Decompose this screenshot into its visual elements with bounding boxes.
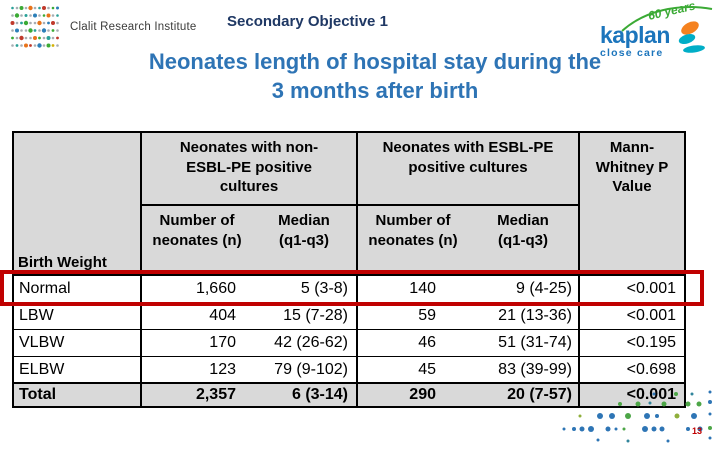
clalit-logo: Clalit Research Institute	[10, 5, 196, 49]
g2-median-cell: 83 (39-99)	[468, 357, 580, 384]
g2-n-cell: 59	[358, 303, 468, 330]
g1-n-cell: 404	[142, 303, 252, 330]
pvalue-cell: <0.698	[580, 357, 684, 384]
slide-title-line1: Neonates length of hospital stay during …	[148, 49, 602, 74]
g2-median-cell: 21 (13-36)	[468, 303, 580, 330]
footer-dots-decoration	[562, 390, 712, 443]
clalit-dots-icon	[10, 5, 59, 48]
g2-median-cell: 9 (4-25)	[468, 276, 580, 303]
g1-median-cell: 42 (26-62)	[252, 330, 358, 357]
kaplan-arc	[621, 6, 713, 32]
row-label-cell: Normal	[14, 276, 142, 303]
kaplan-logo: 60 years kaplan close care	[600, 1, 713, 59]
group2-median-subheader-cell: Median (q1-q3)	[468, 206, 580, 276]
pvalue-cell: <0.001	[580, 303, 684, 330]
slide-title-line2: 3 months after birth	[271, 78, 479, 103]
group2-n-subheader-cell: Number of neonates (n)	[358, 206, 468, 276]
group2-header-cell: Neonates with ESBL-PE positive cultures	[358, 133, 580, 206]
slide-title: Neonates length of hospital stay during …	[45, 47, 705, 105]
g1-n-cell: 123	[142, 357, 252, 384]
total-g1-n-cell: 2,357	[142, 384, 252, 406]
row-label-cell: LBW	[14, 303, 142, 330]
results-table: Birth Weight Neonates with non-ESBL-PE p…	[12, 131, 686, 408]
g1-median-cell: 79 (9-102)	[252, 357, 358, 384]
objective-label: Secondary Objective 1	[227, 13, 388, 30]
total-g2-n-cell: 290	[358, 384, 468, 406]
total-label-cell: Total	[14, 384, 142, 406]
group1-header-cell: Neonates with non-ESBL-PE positive cultu…	[142, 133, 358, 206]
row-label-cell: ELBW	[14, 357, 142, 384]
total-g1-median-cell: 6 (3-14)	[252, 384, 358, 406]
kaplan-teal-swoosh-1	[678, 33, 696, 45]
g1-n-cell: 1,660	[142, 276, 252, 303]
kaplan-tagline-text: close care	[600, 47, 663, 59]
pvalue-header-cell: Mann-Whitney P Value	[580, 133, 684, 276]
total-pvalue-cell: <0.001	[580, 384, 684, 406]
group1-median-subheader-cell: Median (q1-q3)	[252, 206, 358, 276]
kaplan-teal-swoosh-2	[683, 45, 705, 53]
g2-median-cell: 51 (31-74)	[468, 330, 580, 357]
g2-n-cell: 46	[358, 330, 468, 357]
group1-n-subheader-cell: Number of neonates (n)	[142, 206, 252, 276]
g2-n-cell: 45	[358, 357, 468, 384]
pvalue-cell: <0.195	[580, 330, 684, 357]
corner-header-cell: Birth Weight	[14, 133, 142, 276]
g1-median-cell: 5 (3-8)	[252, 276, 358, 303]
clalit-logo-text: Clalit Research Institute	[70, 21, 197, 33]
kaplan-orange-swoosh	[681, 21, 699, 35]
g1-n-cell: 170	[142, 330, 252, 357]
page-number: 13	[692, 426, 703, 436]
kaplan-years-text: 60 years	[647, 1, 697, 23]
g1-median-cell: 15 (7-28)	[252, 303, 358, 330]
g2-n-cell: 140	[358, 276, 468, 303]
kaplan-name-text: kaplan	[600, 22, 670, 48]
row-label-cell: VLBW	[14, 330, 142, 357]
pvalue-cell: <0.001	[580, 276, 684, 303]
total-g2-median-cell: 20 (7-57)	[468, 384, 580, 406]
